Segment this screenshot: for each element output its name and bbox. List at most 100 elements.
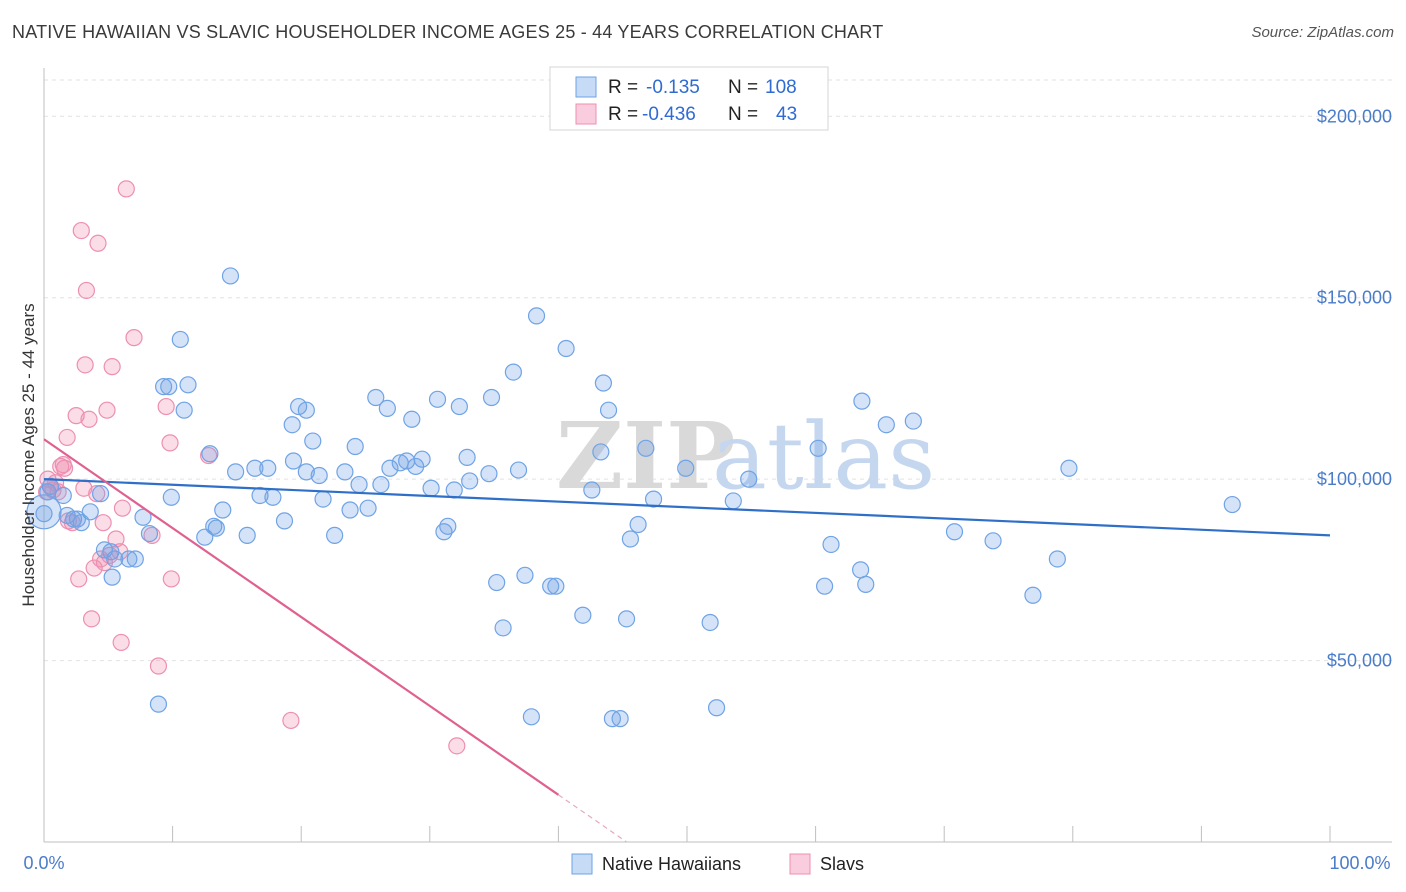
native-hawaiians-point — [336, 463, 354, 481]
slavs-point — [89, 234, 107, 252]
native-hawaiians-point — [480, 465, 498, 483]
native-hawaiians-point — [68, 510, 87, 528]
native-hawaiians-point — [617, 610, 636, 628]
slavs-point — [85, 559, 103, 577]
native-hawaiians-point — [945, 523, 964, 541]
native-hawaiians-point — [162, 488, 180, 506]
native-hawaiians-point — [592, 443, 610, 461]
native-hawaiians-point — [149, 695, 168, 713]
native-hawaiians-point — [201, 445, 219, 463]
slavs-point — [80, 410, 98, 428]
y-tick-label: $150,000 — [1317, 288, 1392, 308]
native-hawaiians-point — [547, 577, 565, 595]
native-hawaiians-points — [26, 267, 1241, 728]
legend-swatch-blue — [575, 76, 597, 98]
x-tick-label-max: 100.0% — [1329, 853, 1390, 873]
native-hawaiians-point — [599, 401, 618, 419]
native-hawaiians-point — [677, 459, 695, 477]
slavs-point — [282, 711, 300, 730]
native-hawaiians-point — [458, 448, 476, 466]
legend-r-label-1: R = — [608, 77, 638, 98]
native-hawaiians-point — [103, 568, 121, 586]
native-hawaiians-point — [428, 390, 447, 408]
native-hawaiians-point — [403, 410, 421, 428]
legend-r-value-2: -0.436 — [642, 104, 696, 125]
native-hawaiians-point — [1223, 495, 1241, 514]
x-axis-ticks — [43, 826, 1331, 842]
native-hawaiians-point — [583, 481, 601, 499]
slavs-point — [72, 221, 90, 240]
slavs-point — [448, 737, 466, 755]
native-hawaiians-point — [205, 517, 223, 535]
native-hawaiians-point — [509, 461, 528, 479]
native-hawaiians-point — [179, 376, 197, 394]
slavs-point — [88, 485, 106, 503]
chart-title: NATIVE HAWAIIAN VS SLAVIC HOUSEHOLDER IN… — [12, 22, 884, 42]
legend-r-label-2: R = — [608, 104, 638, 125]
native-hawaiians-point — [227, 463, 245, 481]
native-hawaiians-point — [516, 566, 534, 584]
native-hawaiians-point — [120, 550, 138, 568]
native-hawaiians-point — [450, 397, 468, 416]
y-axis-label: Householder Income Ages 25 - 44 years — [19, 303, 38, 606]
native-hawaiians-point — [557, 339, 575, 358]
native-hawaiians-point — [326, 526, 344, 544]
native-hawaiians-point — [422, 479, 440, 497]
native-hawaiians-point — [140, 524, 159, 543]
native-hawaiians-point — [984, 532, 1002, 550]
legend-n-value-1: 108 — [765, 77, 797, 98]
native-hawaiians-point — [171, 330, 189, 349]
native-hawaiians-point — [259, 459, 277, 477]
native-hawaiians-point — [413, 450, 431, 468]
native-hawaiians-point — [126, 550, 144, 568]
bottom-legend-label-slavs: Slavs — [820, 854, 864, 874]
native-hawaiians-point — [175, 401, 193, 419]
native-hawaiians-point — [39, 483, 57, 501]
native-hawaiians-point — [91, 485, 110, 503]
native-hawaiians-point — [488, 573, 506, 592]
native-hawaiians-point — [621, 530, 640, 548]
native-hawaiians-point — [264, 488, 282, 506]
native-hawaiians-point — [637, 439, 655, 457]
legend-r-value-1: -0.135 — [646, 77, 700, 98]
native-hawaiians-point — [378, 399, 396, 417]
slavs-point — [162, 570, 180, 588]
native-hawaiians-point — [381, 459, 399, 477]
native-hawaiians-point — [134, 508, 152, 526]
native-hawaiians-point — [314, 490, 332, 508]
native-hawaiians-point — [214, 501, 232, 519]
native-hawaiians-point — [822, 535, 840, 554]
slavs-point — [55, 459, 74, 477]
slavs-point — [117, 180, 135, 198]
native-hawaiians-point — [207, 519, 225, 537]
native-hawaiians-point — [310, 466, 328, 485]
native-hawaiians-point — [482, 388, 501, 407]
slavs-point — [58, 428, 76, 447]
bottom-legend-swatch-blue — [571, 853, 593, 875]
y-tick-label: $100,000 — [1317, 469, 1392, 489]
slavs-point — [76, 356, 94, 374]
slavs-point — [98, 401, 116, 419]
slavs-trend-line — [43, 438, 560, 796]
native-hawaiians-point — [238, 526, 256, 544]
native-hawaiians-point — [275, 512, 294, 530]
native-hawaiians-point — [341, 501, 359, 519]
bottom-legend-label-native-hawaiians: Native Hawaiians — [602, 854, 741, 874]
native-hawaiians-point — [35, 505, 53, 523]
native-hawaiians-point — [350, 475, 368, 494]
slavs-points — [37, 180, 466, 755]
native-hawaiians-point — [504, 363, 522, 381]
native-hawaiians-point — [439, 517, 457, 535]
slavs-point — [107, 530, 125, 548]
native-hawaiians-point — [707, 699, 726, 717]
legend-n-value-2: 43 — [776, 104, 797, 125]
native-hawaiians-point — [297, 463, 315, 481]
native-hawaiians-trend-line — [43, 478, 1331, 537]
native-hawaiians-point — [367, 388, 385, 407]
native-hawaiians-point — [852, 561, 870, 579]
slavs-point — [82, 610, 101, 628]
series-legend: Native Hawaiians Slavs — [571, 853, 864, 875]
x-tick-label-min: 0.0% — [23, 853, 64, 873]
native-hawaiians-point — [445, 481, 463, 499]
